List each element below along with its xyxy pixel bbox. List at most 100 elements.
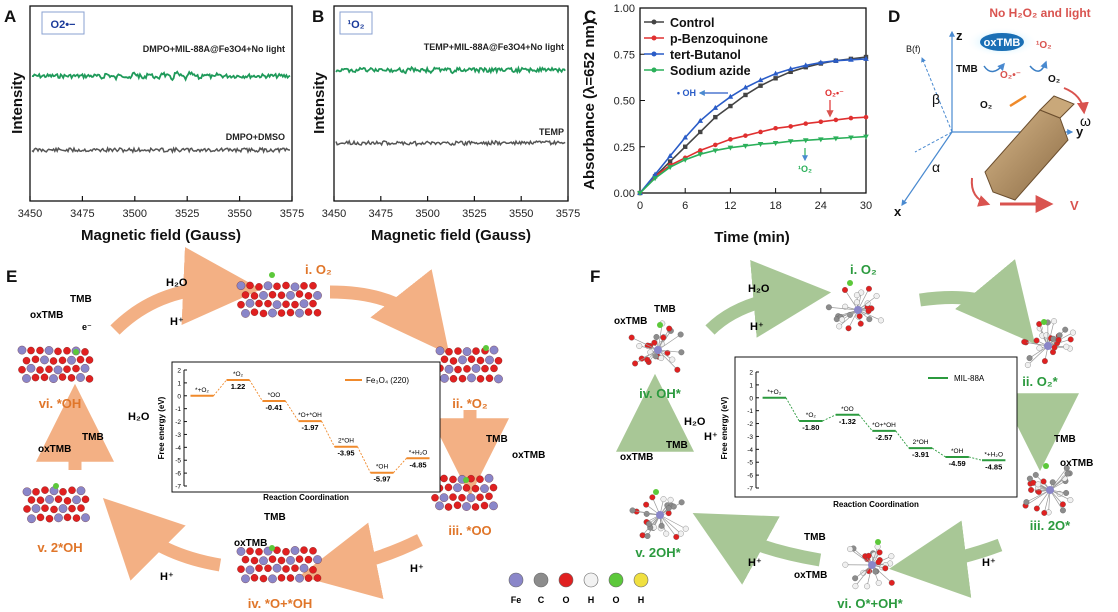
x-tick-a-tick-label: 3550 <box>227 208 251 220</box>
energy-connector <box>932 447 946 458</box>
c-atom <box>852 575 859 582</box>
o-atom <box>72 364 80 373</box>
fe-atom <box>44 346 54 355</box>
fe-atom <box>17 345 27 355</box>
x-axis-label-a: Magnetic field (Gauss) <box>81 227 241 244</box>
bond <box>857 309 882 321</box>
mof-f-vi <box>842 543 895 590</box>
o-atom <box>444 483 453 492</box>
h-atom <box>873 293 880 299</box>
o-atom <box>472 347 480 355</box>
adsorbate-o-atom <box>657 322 663 328</box>
state-e-iii: iii. *OO <box>448 523 491 538</box>
fe-atom <box>263 281 273 291</box>
c-atom <box>653 334 660 340</box>
o-atom <box>309 282 317 290</box>
o-atom <box>81 495 90 504</box>
o-atom <box>673 533 680 540</box>
bond <box>1047 321 1055 347</box>
c-atom <box>1026 475 1033 482</box>
o-atom <box>286 574 295 582</box>
fe-atom <box>439 493 449 503</box>
c-atom <box>1063 490 1070 496</box>
c-atom <box>825 304 832 311</box>
adsorbate-o-atom <box>1041 319 1047 325</box>
panel-f: F i. O₂ ii. O₂* iii. 2O* vi. O*+OH* v. 2… <box>590 259 1093 611</box>
energy-y-tick-label: -3 <box>175 432 181 439</box>
adsorbate-o-atom <box>53 483 59 489</box>
bond <box>871 564 893 584</box>
o-atom <box>431 494 439 502</box>
cycle-arrow-e1 <box>110 247 262 335</box>
o-atom <box>651 339 658 346</box>
y-tick-label-c: 1.00 <box>614 3 635 15</box>
o-atom <box>31 355 40 364</box>
plot-frame-a <box>29 5 293 202</box>
o-atom <box>458 493 466 502</box>
fe-atom <box>854 306 862 314</box>
o-atom <box>660 334 667 341</box>
series-label-a-signal: DMPO+MIL-88A@Fe3O4+No light <box>143 44 285 54</box>
o-atom <box>481 364 489 373</box>
panel-c: C 0 6 12 18 24 30 0.00 0.25 0.50 0.75 1.00 Control… <box>581 3 872 246</box>
energy-value-label: -5.97 <box>373 475 390 484</box>
h-atom <box>864 583 871 590</box>
fe-atom <box>299 299 309 309</box>
fe-atom <box>471 364 481 373</box>
c-atom <box>644 533 651 539</box>
y-axis-label-c: Absorbance (λ=652 nm) <box>581 20 598 190</box>
fe-atom <box>485 355 494 365</box>
x-tick-b-tick-label: 3475 <box>369 208 393 220</box>
o-atom <box>85 375 94 383</box>
adsorbate-o-atom <box>73 349 79 355</box>
energy-connector <box>321 420 335 447</box>
o-atom <box>264 564 272 573</box>
o-atom <box>63 365 71 373</box>
o2-arrow <box>1029 60 1048 72</box>
legend-atom-swatch <box>533 572 549 588</box>
bond <box>631 337 659 351</box>
legend-label-c: Control <box>670 16 714 30</box>
o-atom <box>59 488 67 496</box>
data-point <box>697 148 703 153</box>
o-atom <box>50 505 58 514</box>
data-point <box>743 92 748 98</box>
o-atom <box>674 366 681 373</box>
species-e-h2o-1: H₂O <box>166 277 188 289</box>
o-atom <box>309 299 317 308</box>
legend-atom-label: C <box>538 595 545 605</box>
bond <box>657 334 681 351</box>
species-f-h2o-1: H₂O <box>748 283 770 295</box>
energy-frame-f <box>734 356 1018 498</box>
fe-atom <box>245 298 255 308</box>
species-e-oxtmb-3: oxTMB <box>512 450 545 461</box>
y-axis-label-b: Intensity <box>311 72 328 134</box>
energy-connector <box>968 456 983 461</box>
species-f-oxtmb-2: oxTMB <box>620 452 653 463</box>
o-atom <box>440 355 449 364</box>
energy-y-tick-label: -4 <box>175 445 181 452</box>
panel-label-f: F <box>590 267 600 286</box>
c-atom <box>1032 471 1039 478</box>
h-atom <box>1063 343 1070 350</box>
fe-atom <box>31 504 41 513</box>
h-atom <box>852 583 859 590</box>
energy-y-tick-label: 1 <box>177 380 181 387</box>
h-atom <box>836 323 843 330</box>
panel-d: D No H₂O₂ and light z y x B(f) β α oxTMB… <box>888 6 1091 219</box>
data-point <box>757 141 764 147</box>
o-atom <box>865 552 872 559</box>
data-point <box>818 119 824 125</box>
fe-atom <box>462 502 471 511</box>
panel-d-title: No H₂O₂ and light <box>989 6 1090 20</box>
o-atom <box>1030 479 1037 486</box>
badge-b: ¹O₂ <box>347 19 364 31</box>
legend-label-c: tert-Butanol <box>670 48 741 62</box>
data-point <box>697 117 704 123</box>
omega-arrow <box>1063 87 1089 115</box>
o-atom <box>259 574 268 583</box>
o-atom <box>842 287 848 293</box>
fe-atom <box>76 373 85 382</box>
o-atom <box>241 291 250 299</box>
species-e-hplus-1: H⁺ <box>170 316 184 328</box>
